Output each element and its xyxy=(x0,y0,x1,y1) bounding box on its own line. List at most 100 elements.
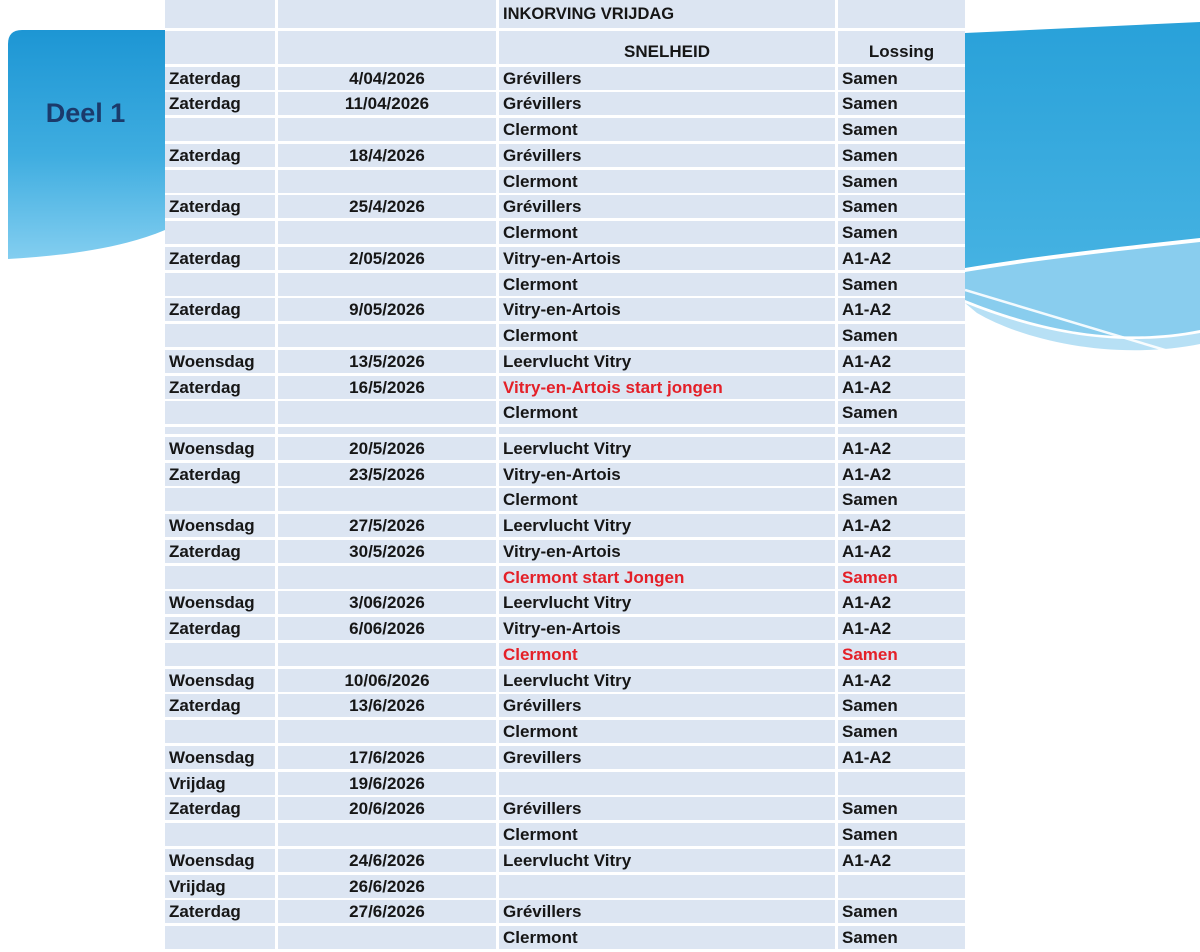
day-cell: Zaterdag xyxy=(165,797,275,821)
location-cell: Clermont xyxy=(499,118,835,141)
lossing-cell: A1-A2 xyxy=(838,436,965,460)
table-row: Zaterdag 2/05/2026 Vitry-en-Artois A1-A2 xyxy=(165,246,965,270)
day-cell: Zaterdag xyxy=(165,298,275,322)
day-cell xyxy=(165,642,275,666)
day-cell xyxy=(165,401,275,425)
lossing-cell xyxy=(838,771,965,795)
location-cell: Leervlucht Vitry xyxy=(499,349,835,373)
date-cell: 26/6/2026 xyxy=(278,874,496,898)
date-cell: 18/4/2026 xyxy=(278,143,496,167)
date-cell xyxy=(278,565,496,589)
table-row: Clermont Samen xyxy=(165,221,965,244)
location-cell: Grévillers xyxy=(499,143,835,167)
day-cell: Woensdag xyxy=(165,349,275,373)
lossing-cell: Samen xyxy=(838,694,965,718)
lossing-cell: A1-A2 xyxy=(838,514,965,537)
table-row: Woensdag 13/5/2026 Leervlucht Vitry A1-A2 xyxy=(165,349,965,373)
location-cell: Clermont xyxy=(499,401,835,425)
date-cell: 17/6/2026 xyxy=(278,745,496,769)
date-cell xyxy=(278,118,496,141)
location-cell: Leervlucht Vitry xyxy=(499,591,835,615)
table-row: Clermont Samen xyxy=(165,272,965,296)
date-cell: 16/5/2026 xyxy=(278,375,496,399)
location-cell: Clermont xyxy=(499,642,835,666)
table-row: Clermont Samen xyxy=(165,720,965,743)
day-cell xyxy=(165,926,275,949)
table-title-row: INKORVING VRIJDAG xyxy=(165,0,965,28)
table-row: Woensdag 3/06/2026 Leervlucht Vitry A1-A2 xyxy=(165,591,965,615)
table-row: Clermont Samen xyxy=(165,926,965,949)
table-row: Clermont Samen xyxy=(165,642,965,666)
lossing-cell: Samen xyxy=(838,797,965,821)
empty-cell xyxy=(278,0,496,28)
day-cell: Zaterdag xyxy=(165,617,275,640)
table-row: Zaterdag 9/05/2026 Vitry-en-Artois A1-A2 xyxy=(165,298,965,322)
date-cell: 10/06/2026 xyxy=(278,668,496,692)
table-row: Woensdag 10/06/2026 Leervlucht Vitry A1-A2 xyxy=(165,668,965,692)
day-cell xyxy=(165,565,275,589)
day-cell: Woensdag xyxy=(165,745,275,769)
table-row: Woensdag 17/6/2026 Grevillers A1-A2 xyxy=(165,745,965,769)
lossing-cell: A1-A2 xyxy=(838,375,965,399)
lossing-cell: Samen xyxy=(838,324,965,347)
day-cell xyxy=(165,720,275,743)
table-row: Zaterdag 16/5/2026 Vitry-en-Artois start j… xyxy=(165,375,965,399)
lossing-cell: A1-A2 xyxy=(838,617,965,640)
location-cell: Grevillers xyxy=(499,745,835,769)
table-row: Zaterdag 30/5/2026 Vitry-en-Artois A1-A2 xyxy=(165,539,965,563)
table-row: Zaterdag 23/5/2026 Vitry-en-Artois A1-A2 xyxy=(165,462,965,486)
location-cell: Clermont xyxy=(499,169,835,193)
lossing-cell: Samen xyxy=(838,66,965,90)
day-cell: Woensdag xyxy=(165,668,275,692)
day-cell: Zaterdag xyxy=(165,246,275,270)
day-cell xyxy=(165,823,275,846)
lossing-cell: Samen xyxy=(838,900,965,924)
day-cell: Zaterdag xyxy=(165,195,275,219)
table-row: Zaterdag 20/6/2026 Grévillers Samen xyxy=(165,797,965,821)
table-row: Vrijdag 19/6/2026 xyxy=(165,771,965,795)
lossing-header: Lossing xyxy=(838,30,965,64)
location-cell: Clermont xyxy=(499,272,835,296)
day-cell: Vrijdag xyxy=(165,771,275,795)
location-cell: Clermont xyxy=(499,926,835,949)
table-row: Vrijdag 26/6/2026 xyxy=(165,874,965,898)
lossing-cell: Samen xyxy=(838,401,965,425)
date-cell: 6/06/2026 xyxy=(278,617,496,640)
table-row: Woensdag 24/6/2026 Leervlucht Vitry A1-A2 xyxy=(165,848,965,872)
table-row: Zaterdag 27/6/2026 Grévillers Samen xyxy=(165,900,965,924)
date-cell xyxy=(278,720,496,743)
empty-cell xyxy=(838,0,965,28)
day-cell xyxy=(165,272,275,296)
empty-cell xyxy=(165,427,275,434)
date-cell xyxy=(278,926,496,949)
day-cell xyxy=(165,169,275,193)
date-cell xyxy=(278,272,496,296)
table-row: Clermont Samen xyxy=(165,401,965,425)
table-row: Clermont Samen xyxy=(165,169,965,193)
lossing-cell: Samen xyxy=(838,169,965,193)
empty-cell xyxy=(838,427,965,434)
day-cell: Zaterdag xyxy=(165,66,275,90)
day-cell: Vrijdag xyxy=(165,874,275,898)
table-row: Woensdag 27/5/2026 Leervlucht Vitry A1-A2 xyxy=(165,514,965,537)
date-cell: 20/5/2026 xyxy=(278,436,496,460)
empty-cell xyxy=(278,30,496,64)
date-cell: 11/04/2026 xyxy=(278,92,496,116)
lossing-cell: A1-A2 xyxy=(838,848,965,872)
date-cell: 27/6/2026 xyxy=(278,900,496,924)
date-cell: 19/6/2026 xyxy=(278,771,496,795)
lossing-cell: Samen xyxy=(838,143,965,167)
date-cell: 25/4/2026 xyxy=(278,195,496,219)
day-cell: Zaterdag xyxy=(165,462,275,486)
date-cell xyxy=(278,221,496,244)
location-cell: Vitry-en-Artois xyxy=(499,617,835,640)
lossing-cell: Samen xyxy=(838,823,965,846)
lossing-cell: A1-A2 xyxy=(838,246,965,270)
lossing-cell: A1-A2 xyxy=(838,668,965,692)
location-cell: Vitry-en-Artois xyxy=(499,462,835,486)
date-cell: 4/04/2026 xyxy=(278,66,496,90)
date-cell: 9/05/2026 xyxy=(278,298,496,322)
lossing-cell: Samen xyxy=(838,92,965,116)
day-cell xyxy=(165,221,275,244)
